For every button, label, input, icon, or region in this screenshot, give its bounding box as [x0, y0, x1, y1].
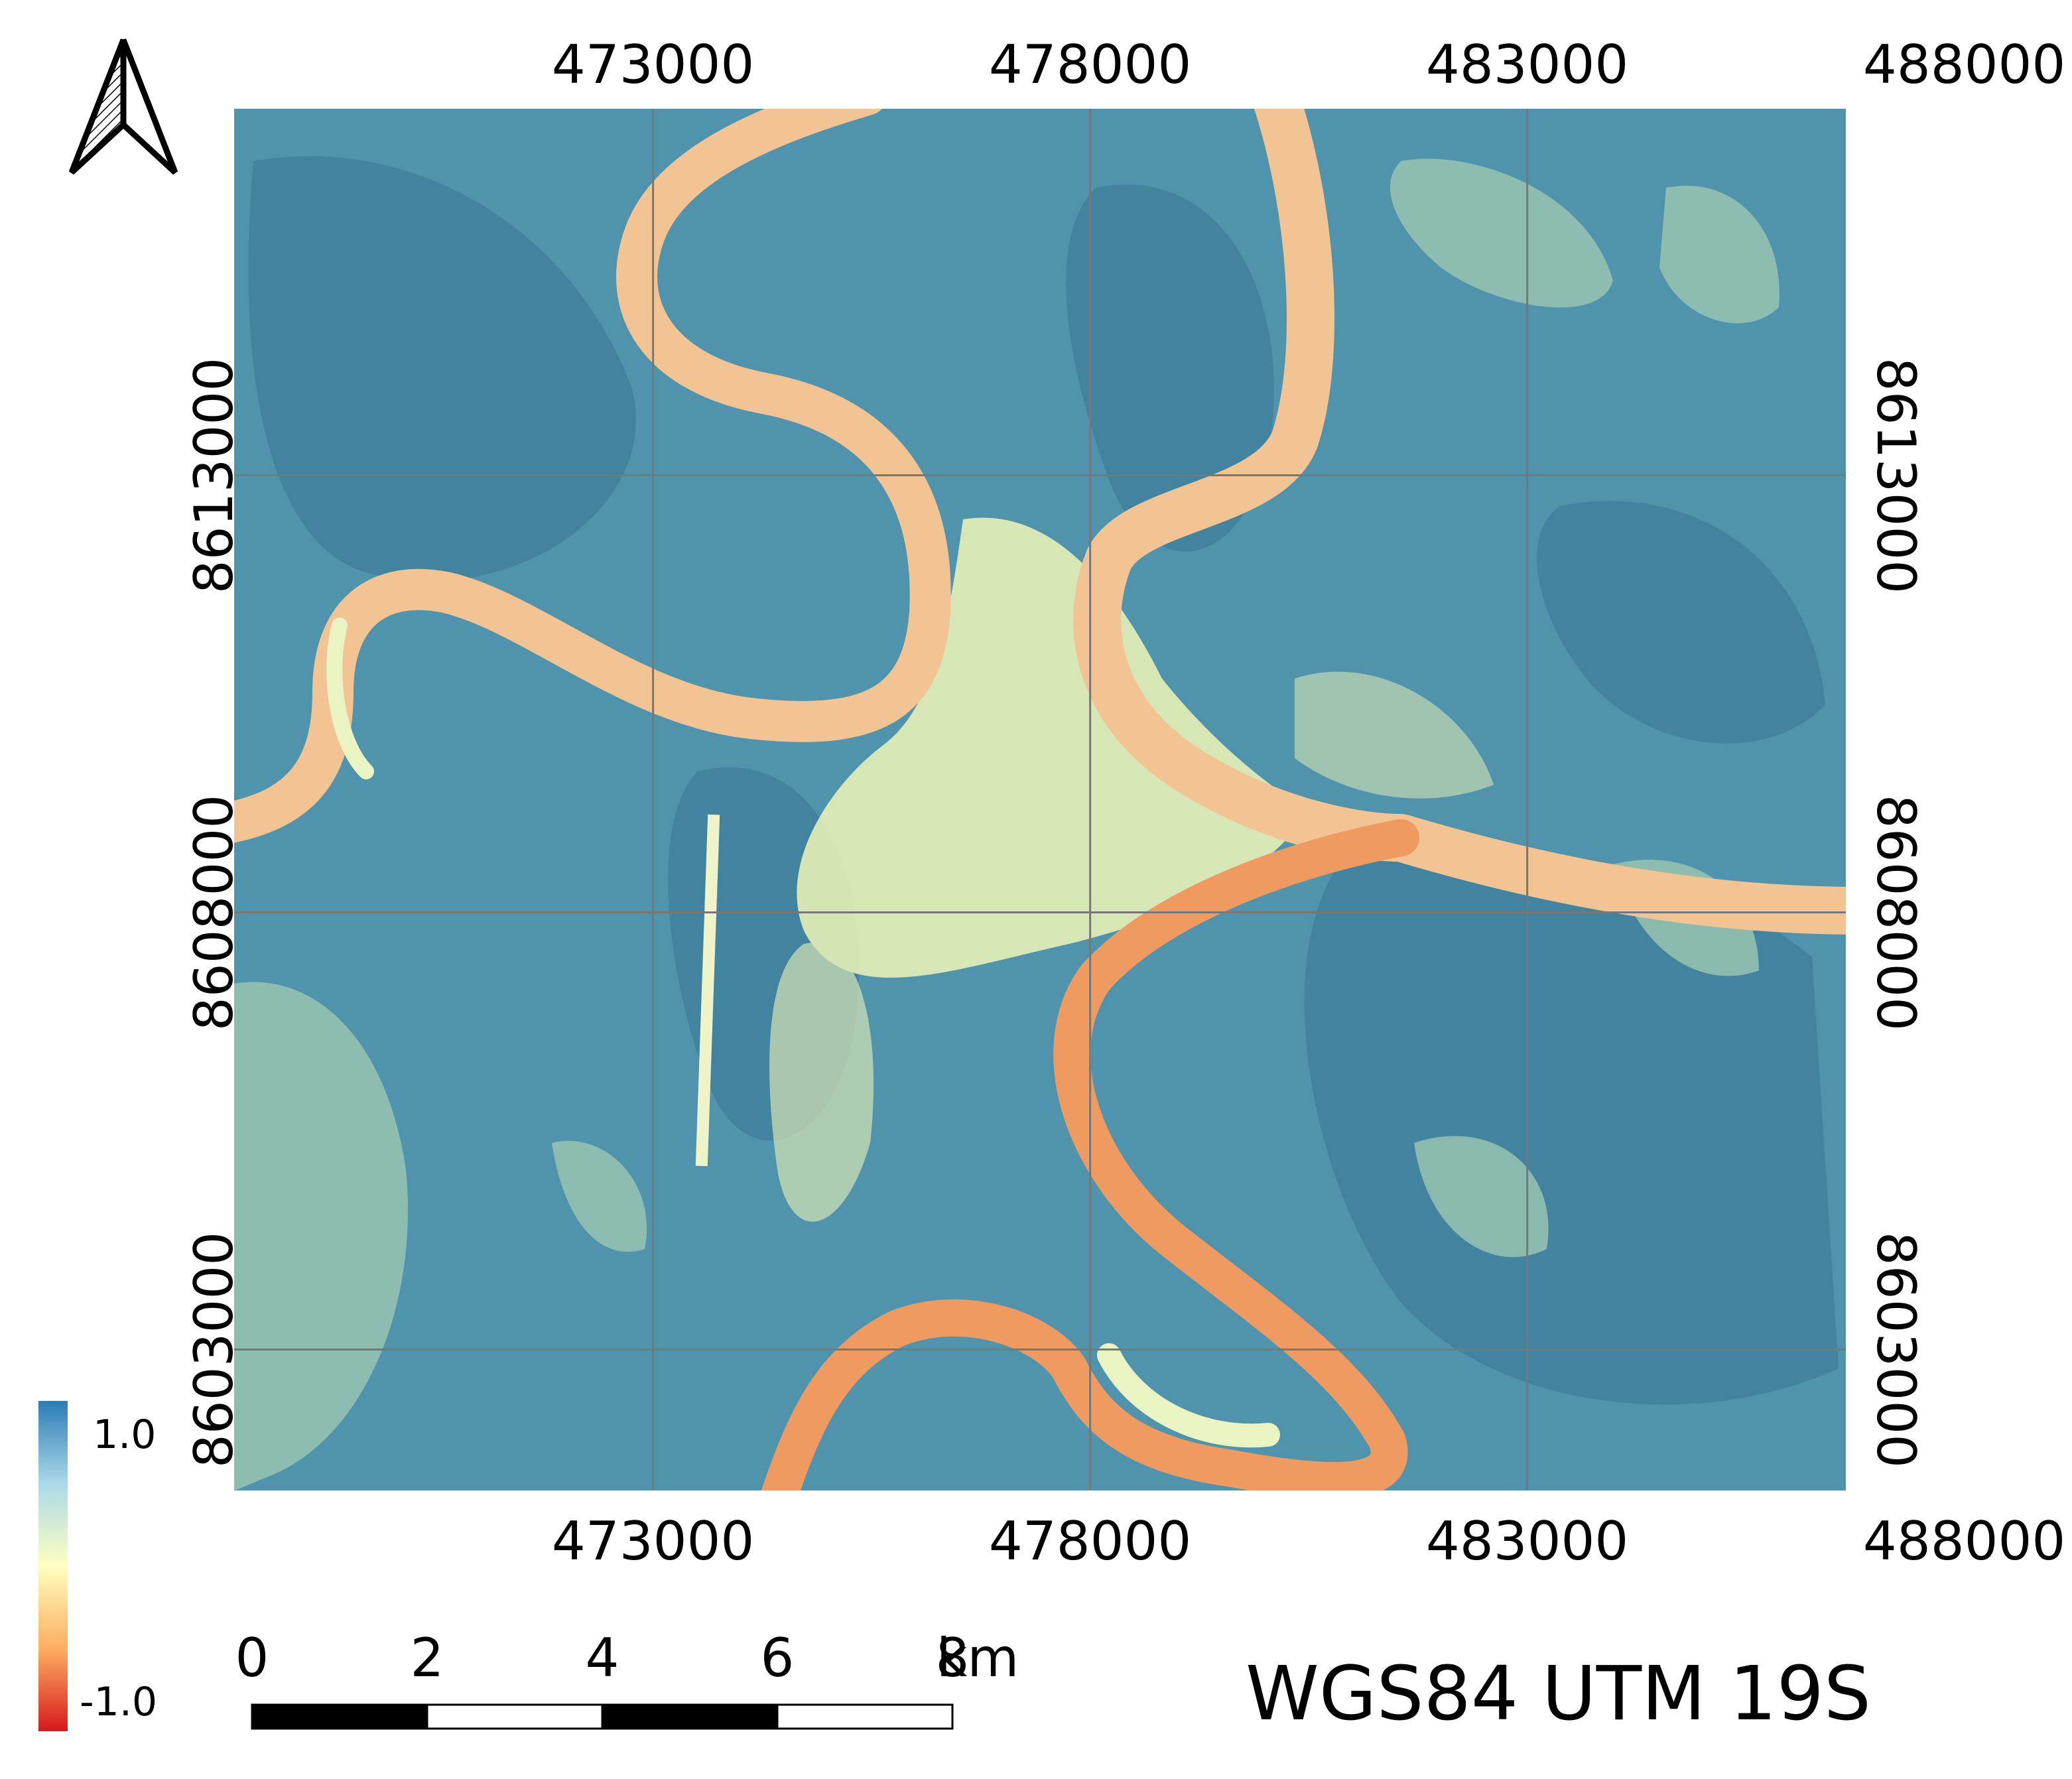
north-arrow-icon [68, 38, 178, 175]
urban-area [769, 517, 1494, 1222]
scale-bar-label: 6 [760, 1627, 795, 1689]
x-tick-label-top: 473000 [551, 34, 755, 96]
ndvi-raster-map [233, 108, 1846, 1491]
scale-bar-label: 0 [235, 1627, 269, 1689]
scale-bar-segment [601, 1703, 779, 1730]
rivers [233, 108, 1846, 1491]
x-tick-label-top: 478000 [988, 34, 1192, 96]
x-tick-label-bottom: 478000 [988, 1510, 1192, 1572]
scale-bar [251, 1703, 954, 1730]
x-tick-label-top: 488000 [1862, 34, 2066, 96]
y-tick-label-right: 8603000 [1865, 1231, 1927, 1468]
scale-bar-label: 2 [410, 1627, 444, 1689]
ndvi-color-ramp [38, 1401, 68, 1731]
y-tick-label-left: 8613000 [183, 357, 245, 594]
river-east-meander [1073, 108, 1846, 935]
scale-bar-segment [776, 1703, 954, 1730]
y-tick-label-right: 8613000 [1865, 357, 1927, 594]
sandbar [1097, 1343, 1280, 1448]
x-tick-label-bottom: 473000 [551, 1510, 755, 1572]
coordinate-grid [233, 108, 1846, 1491]
airport-runway [695, 814, 720, 1167]
y-tick-label-left: 8603000 [183, 1231, 245, 1468]
legend-min-label: -1.0 [80, 1679, 158, 1725]
x-tick-label-bottom: 488000 [1862, 1510, 2066, 1572]
sandbar-west [326, 618, 374, 779]
scale-bar-label: 8 [935, 1627, 970, 1689]
legend-max-label: 1.0 [93, 1412, 157, 1458]
scale-bar-unit: km [937, 1627, 1019, 1689]
y-tick-label-right: 8608000 [1865, 794, 1927, 1031]
scale-bar-segment [251, 1703, 428, 1730]
x-tick-label-top: 483000 [1425, 34, 1629, 96]
scale-bar-label: 4 [585, 1627, 619, 1689]
river-south-meander [761, 819, 1419, 1491]
y-tick-label-left: 8608000 [183, 794, 245, 1031]
x-tick-label-bottom: 483000 [1425, 1510, 1629, 1572]
scale-bar-segment [426, 1703, 604, 1730]
crs-label: WGS84 UTM 19S [1246, 1651, 1871, 1737]
